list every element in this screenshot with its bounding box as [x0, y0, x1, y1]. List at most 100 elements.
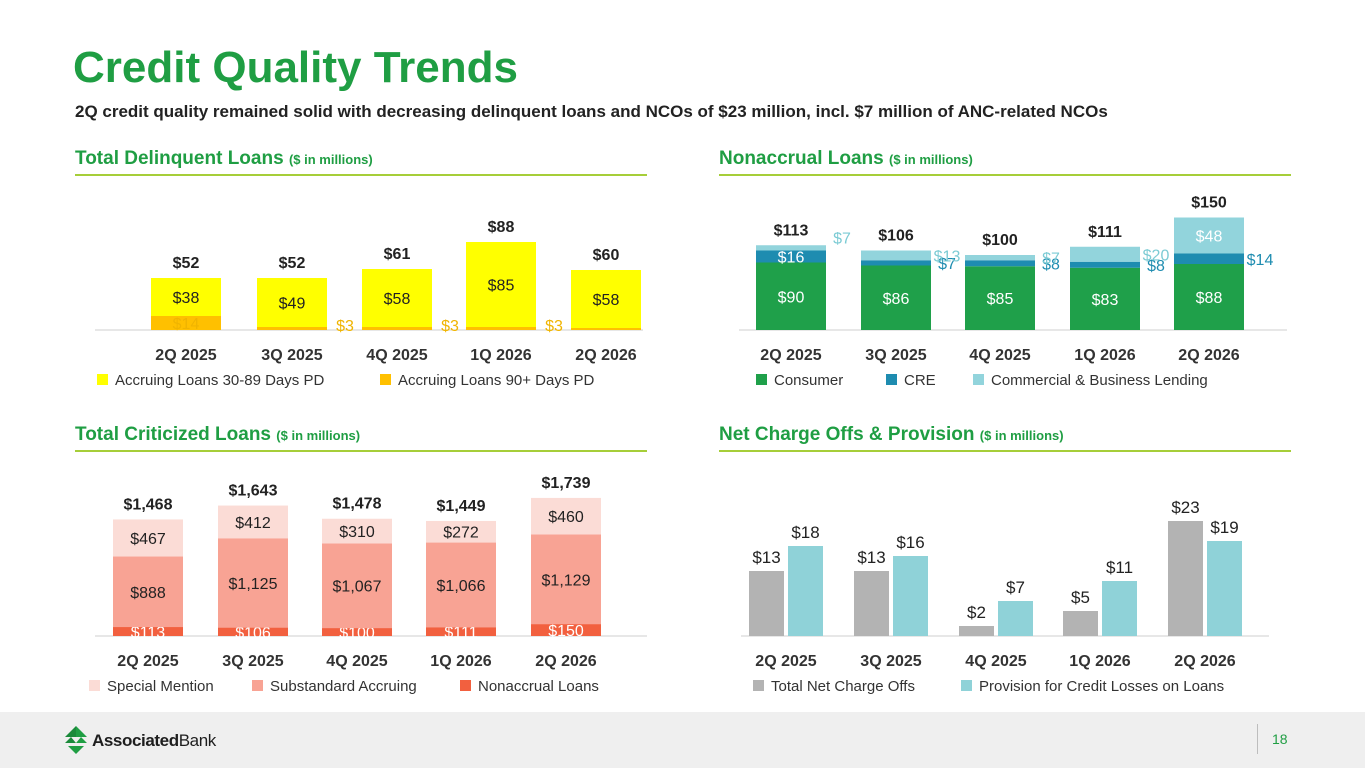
bar-cre — [756, 250, 826, 263]
legend-swatch-nonaccrual-loans — [460, 680, 471, 691]
data-label-commercial-business-lending: $7 — [1042, 251, 1060, 268]
total-label: $1,478 — [333, 496, 382, 513]
data-label-commercial-business-lending: $7 — [833, 230, 851, 247]
bar-provision-for-credit-losses-on-loans — [998, 601, 1033, 636]
data-label-total-net-charge-offs: $13 — [752, 548, 780, 567]
legend-label-special-mention: Special Mention — [107, 678, 214, 695]
data-label-cre: $16 — [778, 250, 805, 267]
legend-swatch-provision-for-credit-losses-on-loans — [961, 680, 972, 691]
total-label: $1,643 — [229, 483, 278, 500]
data-label-special-mention: $467 — [130, 531, 166, 548]
legend-label-commercial-business-lending: Commercial & Business Lending — [991, 372, 1208, 389]
legend-swatch-substandard-accruing — [252, 680, 263, 691]
logo-wordmark: AssociatedBank — [92, 731, 216, 750]
category-tick-label: 4Q 2025 — [969, 347, 1030, 364]
footer-bar: AssociatedBank 18 — [0, 712, 1365, 768]
bar-nonaccrual-loans — [426, 627, 496, 636]
bar-substandard-accruing — [426, 542, 496, 628]
legend-label-provision-for-credit-losses-on-loans: Provision for Credit Losses on Loans — [979, 678, 1224, 695]
data-label-accruing-loans-90-days-pd: $3 — [545, 318, 563, 335]
nonaccrual-loans-panel: Nonaccrual Loans ($ in millions) $90 $16 $… — [719, 148, 1291, 428]
data-label-consumer: $90 — [778, 289, 805, 306]
data-label-cre: $8 — [1147, 258, 1165, 275]
bar-provision-for-credit-losses-on-loans — [893, 556, 928, 636]
bar-provision-for-credit-losses-on-loans — [1207, 541, 1242, 636]
data-label-total-net-charge-offs: $13 — [857, 548, 885, 567]
data-label-special-mention: $272 — [443, 525, 479, 542]
total-label: $88 — [488, 219, 515, 236]
category-tick-label: 1Q 2026 — [1074, 347, 1135, 364]
data-label-accruing-loans-30-89-days-pd: $38 — [173, 290, 200, 307]
criticized-loans-panel: Total Criticized Loans ($ in millions) $… — [75, 424, 647, 704]
bar-special-mention — [113, 519, 183, 557]
category-tick-label: 2Q 2025 — [155, 347, 216, 364]
category-tick-label: 2Q 2025 — [760, 347, 821, 364]
category-tick-label: 1Q 2026 — [470, 347, 531, 364]
bar-commercial-business-lending — [756, 245, 826, 251]
page-number-divider — [1257, 724, 1258, 754]
data-label-provision-for-credit-losses-on-loans: $19 — [1210, 518, 1238, 537]
bar-accruing-loans-90-days-pd — [362, 327, 432, 330]
bar-consumer — [965, 266, 1035, 330]
data-label-cre: $14 — [1247, 252, 1274, 269]
bar-commercial-business-lending — [861, 250, 931, 261]
legend-swatch-consumer — [756, 374, 767, 385]
category-tick-label: 2Q 2026 — [1178, 347, 1239, 364]
legend-swatch-accruing-loans-90-days-pd — [380, 374, 391, 385]
criticized-loans-chart: $113 $888 $467 $1,468 2Q 2025 $106 $1,125 $412 $… — [89, 475, 647, 695]
bar-substandard-accruing — [218, 538, 288, 628]
bar-consumer — [1174, 264, 1244, 330]
data-label-accruing-loans-90-days-pd: $3 — [441, 318, 459, 335]
data-label-accruing-loans-30-89-days-pd: $58 — [384, 291, 411, 308]
data-label-consumer: $85 — [987, 291, 1014, 308]
data-label-consumer: $88 — [1196, 290, 1223, 307]
bar-cre — [965, 260, 1035, 267]
category-tick-label: 3Q 2025 — [865, 347, 926, 364]
data-label-nonaccrual-loans: $111 — [444, 625, 477, 642]
delinquent-loans-panel: Total Delinquent Loans ($ in millions) $… — [75, 148, 647, 428]
bar-provision-for-credit-losses-on-loans — [788, 546, 823, 636]
legend-label-substandard-accruing: Substandard Accruing — [270, 678, 417, 695]
data-label-special-mention: $310 — [339, 524, 375, 541]
page-number: 18 — [1272, 731, 1288, 747]
legend-swatch-total-net-charge-offs — [753, 680, 764, 691]
bar-accruing-loans-90-days-pd — [466, 327, 536, 330]
bar-consumer — [756, 262, 826, 330]
bar-provision-for-credit-losses-on-loans — [1102, 581, 1137, 636]
delinquent-loans-chart: $14 $38 $52 2Q 2025 $3 $49 $52 3Q 2025 $3 $58 $61 4… — [95, 219, 643, 389]
data-label-accruing-loans-30-89-days-pd: $49 — [279, 296, 306, 313]
data-label-consumer: $83 — [1092, 292, 1119, 309]
criticized-loans-title: Total Criticized Loans — [75, 424, 272, 445]
category-tick-label: 1Q 2026 — [430, 653, 491, 670]
bar-special-mention — [322, 518, 392, 544]
bar-accruing-loans-90-days-pd — [151, 316, 221, 330]
data-label-provision-for-credit-losses-on-loans: $11 — [1106, 558, 1133, 577]
data-label-consumer: $86 — [883, 291, 910, 308]
total-label: $1,468 — [124, 496, 173, 513]
bar-accruing-loans-90-days-pd — [571, 328, 641, 330]
category-tick-label: 2Q 2025 — [755, 653, 816, 670]
category-tick-label: 4Q 2025 — [326, 653, 387, 670]
data-label-nonaccrual-loans: $113 — [131, 625, 166, 642]
category-tick-label: 2Q 2026 — [535, 653, 596, 670]
data-label-substandard-accruing: $1,125 — [229, 576, 278, 593]
bar-substandard-accruing — [322, 543, 392, 629]
data-label-accruing-loans-30-89-days-pd: $58 — [593, 292, 620, 309]
total-label: $60 — [593, 247, 620, 264]
total-label: $150 — [1191, 195, 1227, 212]
logo-mark-icon — [65, 726, 87, 754]
data-label-nonaccrual-loans: $150 — [548, 623, 584, 640]
bar-commercial-business-lending — [1174, 217, 1244, 254]
total-label: $1,449 — [437, 498, 486, 515]
data-label-provision-for-credit-losses-on-loans: $7 — [1006, 578, 1025, 597]
legend-swatch-special-mention — [89, 680, 100, 691]
category-tick-label: 3Q 2025 — [860, 653, 921, 670]
total-label: $52 — [173, 255, 200, 272]
bar-total-net-charge-offs — [749, 571, 784, 636]
bar-nonaccrual-loans — [218, 627, 288, 636]
bar-special-mention — [426, 520, 496, 543]
data-label-special-mention: $412 — [235, 515, 271, 532]
data-label-accruing-loans-90-days-pd: $14 — [173, 316, 200, 333]
data-label-total-net-charge-offs: $23 — [1171, 498, 1199, 517]
bar-total-net-charge-offs — [959, 626, 994, 636]
